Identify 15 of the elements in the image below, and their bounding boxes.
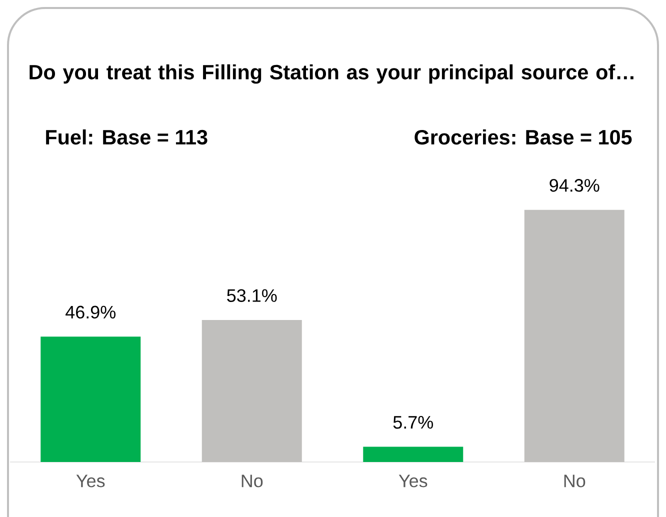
- text: Groceries: Base = 105: [414, 129, 632, 145]
- chart-title: Do you treat this Filling Station as your principal source of…: [30, 64, 634, 84]
- x-tick-label: Yes: [76, 474, 105, 488]
- bar: [202, 320, 302, 462]
- bar: [363, 446, 464, 462]
- x-tick-label: Yes: [398, 474, 428, 488]
- x-tick-label: No: [242, 474, 263, 488]
- text: Fuel: Base = 113: [46, 129, 208, 145]
- bar: [524, 210, 624, 462]
- bar: [40, 336, 141, 462]
- x-tick-label: No: [564, 474, 586, 488]
- data-label: 53.1%: [227, 289, 277, 302]
- data-label: 5.7%: [393, 416, 434, 429]
- data-label: 94.3%: [550, 179, 600, 192]
- data-label: 46.9%: [66, 306, 116, 319]
